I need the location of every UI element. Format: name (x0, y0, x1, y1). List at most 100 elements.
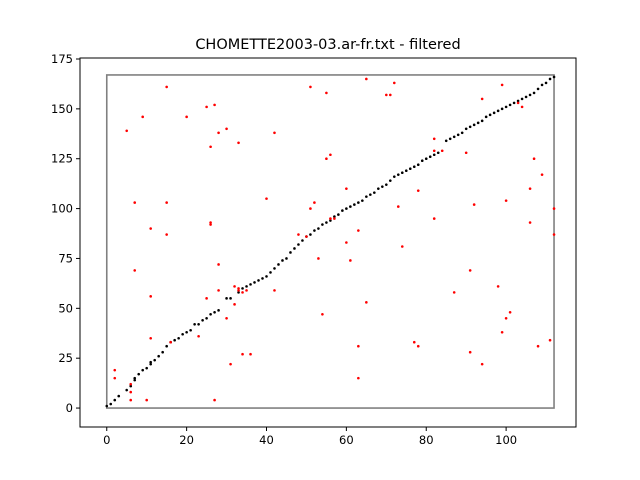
point-black (177, 336, 180, 340)
point-black (297, 243, 300, 246)
point-black (257, 279, 260, 282)
point-black (416, 163, 420, 167)
point-black (377, 187, 380, 190)
point-black (201, 318, 204, 322)
point-red (205, 105, 208, 109)
point-black (484, 115, 488, 119)
x-tick-label: 80 (419, 433, 434, 447)
point-black (217, 309, 220, 312)
point-red (133, 201, 137, 204)
point-red (496, 285, 500, 288)
point-black (309, 233, 312, 236)
point-red (305, 235, 308, 238)
point-black (225, 297, 228, 300)
point-red (313, 201, 316, 204)
x-tick-label: 40 (259, 433, 274, 447)
point-black (361, 199, 364, 202)
point-black (265, 275, 268, 278)
point-black (468, 125, 472, 129)
point-black (512, 101, 516, 105)
point-red (241, 352, 244, 356)
point-black (165, 344, 168, 348)
point-black (161, 350, 164, 354)
point-black (412, 165, 416, 169)
point-red (213, 398, 216, 402)
point-black (181, 332, 184, 336)
point-red (400, 245, 404, 248)
point-black (149, 360, 152, 364)
y-tick-label: 175 (51, 52, 73, 66)
point-black (253, 281, 256, 284)
point-black (109, 402, 113, 406)
point-black (492, 111, 496, 115)
point-red (345, 241, 348, 244)
point-black (213, 311, 216, 314)
point-black (392, 175, 396, 178)
point-red (133, 269, 137, 272)
point-black (189, 328, 192, 332)
x-tick-label: 60 (339, 433, 354, 447)
x-tick-label: 20 (179, 433, 194, 447)
point-black (149, 362, 152, 366)
point-red (452, 291, 456, 294)
point-black (301, 239, 304, 242)
point-red (552, 207, 556, 210)
point-black (333, 215, 336, 218)
point-black (337, 213, 340, 216)
point-red (548, 338, 552, 342)
point-black (289, 251, 292, 254)
point-black (357, 201, 360, 204)
point-red (309, 207, 312, 210)
point-black (476, 121, 480, 125)
point-red (241, 291, 244, 294)
point-red (129, 390, 133, 394)
point-red (440, 149, 444, 153)
point-black (209, 313, 212, 316)
point-red (464, 151, 468, 155)
point-black (452, 135, 456, 139)
point-black (249, 283, 252, 286)
point-red (209, 223, 212, 226)
point-black (285, 257, 288, 260)
point-red (321, 313, 324, 316)
x-tick-label: 0 (103, 433, 110, 447)
point-black (444, 139, 448, 143)
point-red (540, 173, 544, 176)
points-layer (105, 75, 556, 408)
point-red (528, 221, 532, 224)
point-black (496, 109, 500, 113)
point-red (396, 205, 400, 208)
point-red (209, 145, 212, 149)
point-black (137, 372, 141, 376)
point-black (488, 113, 492, 117)
point-black (241, 287, 244, 290)
point-black (373, 191, 376, 194)
point-red (165, 85, 168, 89)
point-red (472, 203, 476, 206)
point-red (169, 340, 172, 344)
point-red (325, 91, 328, 95)
point-red (317, 257, 320, 260)
point-red (333, 217, 336, 220)
point-black (424, 157, 428, 161)
point-black (197, 322, 200, 326)
point-red (329, 153, 332, 157)
y-tick-label: 50 (58, 301, 73, 315)
point-red (217, 131, 220, 135)
point-red (357, 229, 360, 232)
point-red (480, 97, 484, 101)
point-black (552, 75, 556, 79)
point-black (381, 185, 384, 188)
point-black (520, 97, 524, 101)
point-red (536, 344, 540, 348)
point-red (205, 297, 208, 300)
point-red (365, 77, 368, 81)
point-black (548, 77, 552, 81)
y-tick-label: 150 (51, 102, 73, 116)
point-black (544, 81, 548, 85)
point-black (349, 205, 352, 208)
point-black (141, 368, 144, 372)
point-red (500, 83, 504, 87)
point-black (245, 285, 248, 288)
point-black (277, 263, 280, 266)
